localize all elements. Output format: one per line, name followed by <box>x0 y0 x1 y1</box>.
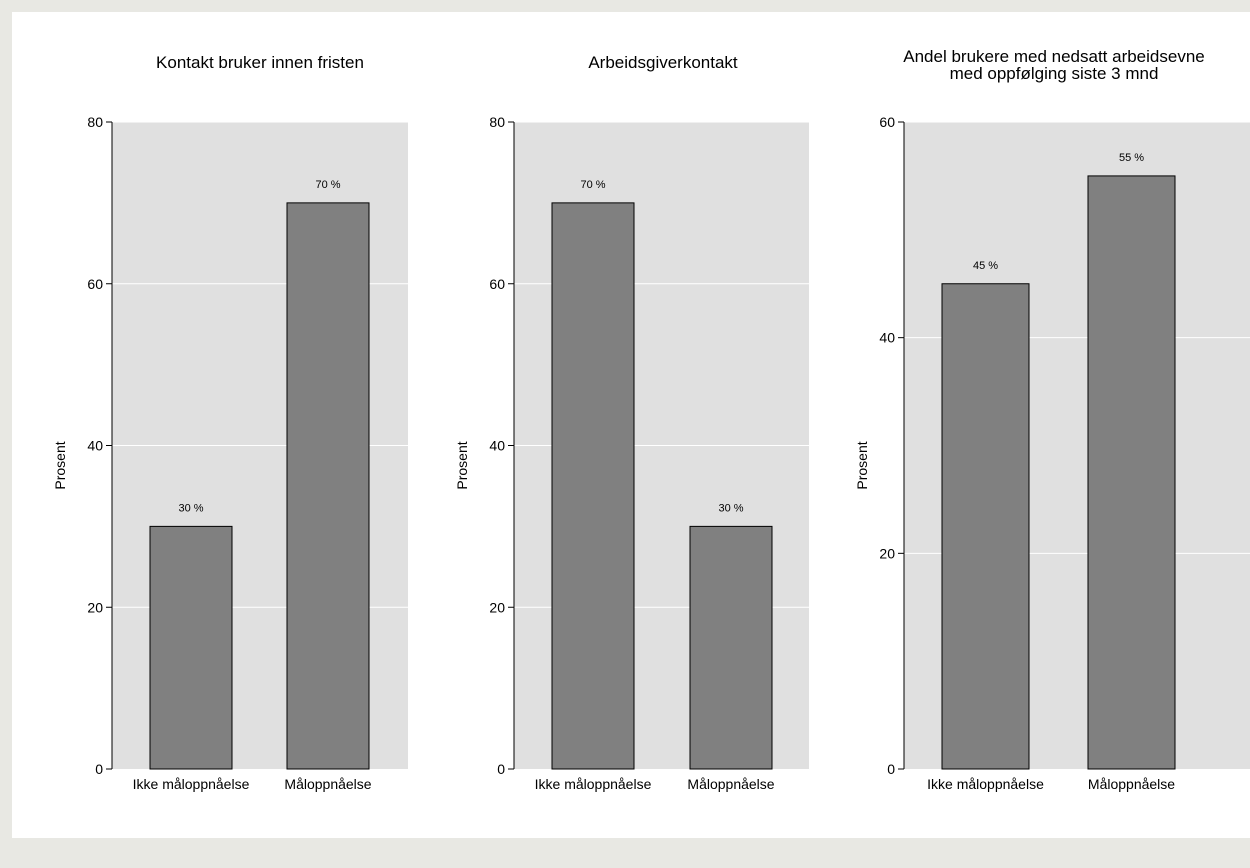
figure: 0 20 40 60 80 Prosent Kontakt bruker innen fri… <box>12 12 1250 838</box>
y-tick-label: 0 <box>497 761 505 777</box>
bar-2 <box>1087 175 1176 770</box>
y-axis-label: Prosent <box>52 441 68 489</box>
y-tick-label: 60 <box>489 276 505 292</box>
category-label: Måloppnåelse <box>1088 776 1175 792</box>
y-tick-label: 40 <box>87 438 103 454</box>
category-label: Måloppnåelse <box>284 776 371 792</box>
y-axis-label: Prosent <box>454 441 470 489</box>
y-tick-label: 40 <box>879 330 895 346</box>
category-label: Ikke måloppnåelse <box>133 776 250 792</box>
data-label: 70 % <box>580 179 605 191</box>
bar-2 <box>689 525 773 770</box>
category-label: Ikke måloppnåelse <box>927 776 1044 792</box>
y-tick-label: 0 <box>95 761 103 777</box>
bar-2 <box>286 202 370 770</box>
chart-title: med oppfølging siste 3 mnd <box>950 64 1159 83</box>
y-tick-label: 60 <box>87 276 103 292</box>
category-label: Måloppnåelse <box>687 776 774 792</box>
y-tick-label: 80 <box>489 114 505 130</box>
bar-1 <box>149 525 233 770</box>
data-label: 45 % <box>973 260 998 272</box>
y-tick-label: 60 <box>879 114 895 130</box>
y-tick-label: 20 <box>489 599 505 615</box>
chart-panel-2: 0 20 40 60 80 Prosent Arbeidsgiverkontakt 70 % I… <box>454 53 809 792</box>
chart-panel-3: 0 20 40 60 Prosent Andel brukere med nedsatt … <box>854 47 1250 792</box>
chart-figure: 0 20 40 60 80 Prosent Kontakt bruker innen fri… <box>52 47 1250 792</box>
y-axis-label: Prosent <box>854 441 870 489</box>
y-tick-label: 40 <box>489 438 505 454</box>
chart-panel-1: 0 20 40 60 80 Prosent Kontakt bruker innen fri… <box>52 53 408 792</box>
data-label: 30 % <box>178 502 203 514</box>
category-label: Ikke måloppnåelse <box>535 776 652 792</box>
bar-1 <box>551 202 635 770</box>
chart-title: Arbeidsgiverkontakt <box>588 53 738 72</box>
y-tick-label: 20 <box>879 545 895 561</box>
chart-title: Kontakt bruker innen fristen <box>156 53 364 72</box>
y-tick-label: 20 <box>87 599 103 615</box>
y-tick-label: 0 <box>887 761 895 777</box>
data-label: 70 % <box>315 179 340 191</box>
y-tick-label: 80 <box>87 114 103 130</box>
data-label: 55 % <box>1119 152 1144 164</box>
data-label: 30 % <box>718 502 743 514</box>
bar-1 <box>941 283 1030 770</box>
chart-title: Andel brukere med nedsatt arbeidsevne <box>903 47 1204 66</box>
